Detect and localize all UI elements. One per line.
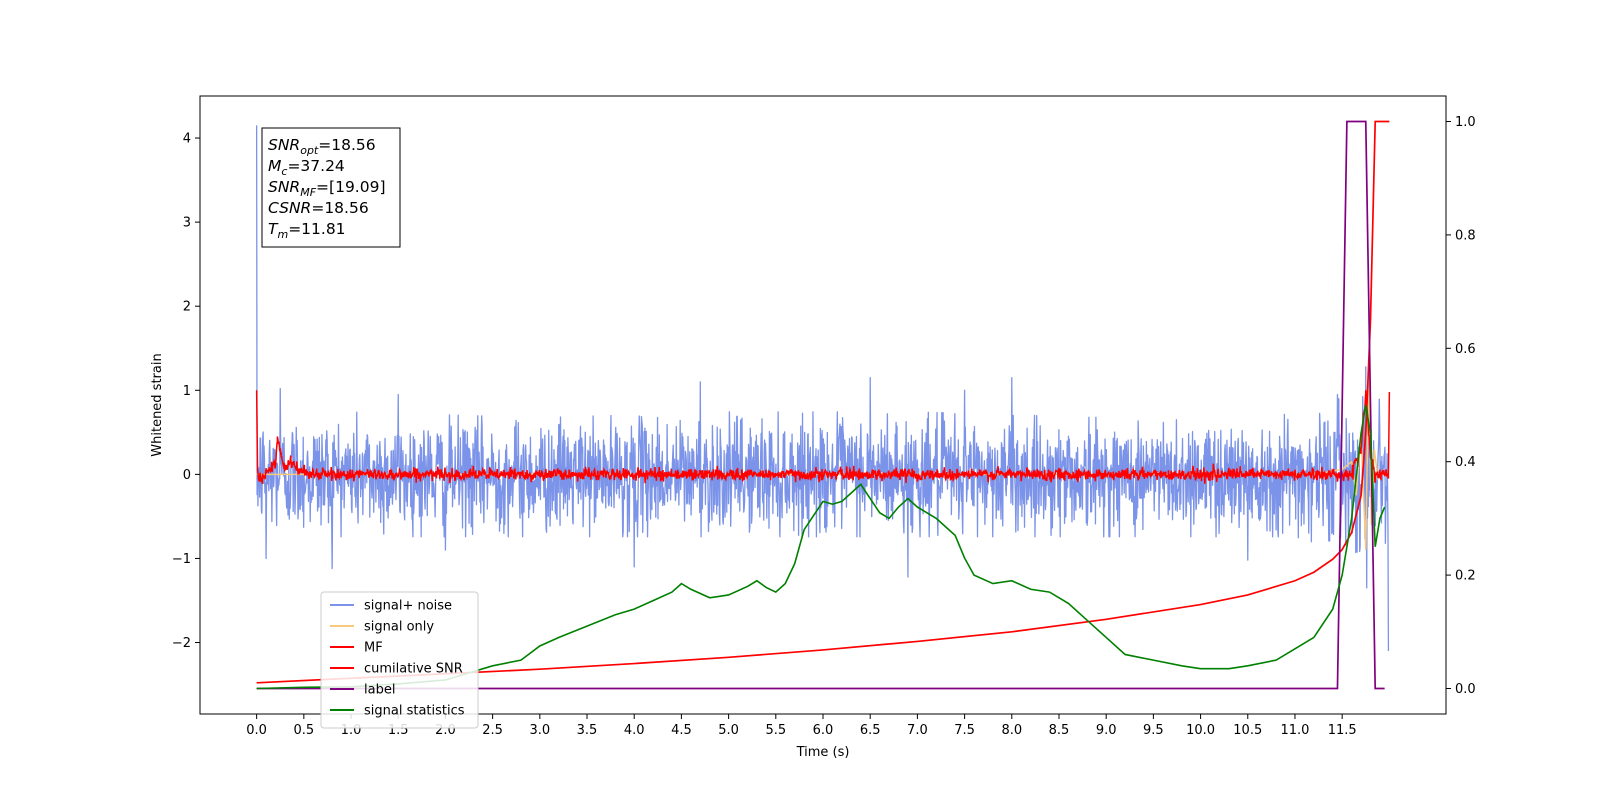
x-tick-label: 3.0 (529, 723, 550, 738)
stats-annotation-box (261, 127, 401, 248)
x-tick-label: 0.0 (246, 723, 267, 738)
stats-annotation-line: Tm=11.81 (268, 220, 346, 241)
y-right-tick-label: 0.2 (1455, 569, 1476, 584)
stats-annotation-line: CSNR=18.56 (268, 199, 369, 217)
series-label-line (256, 120, 1385, 690)
y-tick-label: 3 (183, 216, 191, 231)
legend-entry: cumilative SNR (364, 662, 463, 677)
x-tick-label: 7.0 (907, 723, 928, 738)
x-tick-label: 8.5 (1049, 723, 1070, 738)
stats-annotation-line: SNRopt=18.56 (268, 136, 376, 157)
stats-annotation-line: Mc=37.24 (268, 157, 345, 178)
x-tick-label: 4.5 (671, 723, 692, 738)
legend-box (320, 591, 479, 729)
y-axis-right: 0.0 0.2 0.4 0.6 0.8 1.0 (1446, 115, 1476, 697)
y-tick-label: 4 (183, 132, 191, 147)
legend-entry: signal statistics (364, 704, 465, 719)
series-signal-statistics-line (256, 404, 1386, 690)
x-tick-label: 9.0 (1096, 723, 1117, 738)
x-tick-label: 10.0 (1186, 723, 1215, 738)
x-tick-label: 2.5 (482, 723, 503, 738)
x-tick-label: 3.5 (577, 723, 598, 738)
x-tick-label: 9.5 (1143, 723, 1164, 738)
x-axis-label: Time (s) (796, 745, 850, 760)
x-tick-label: 7.5 (954, 723, 975, 738)
y-tick-label: −2 (172, 636, 191, 651)
x-tick-label: 11.0 (1280, 723, 1309, 738)
series-signal-noise-line (255, 125, 1390, 651)
x-tick-label: 11.5 (1328, 723, 1357, 738)
x-tick-label: 4.0 (624, 723, 645, 738)
x-tick-label: 8.0 (1001, 723, 1022, 738)
y-tick-label: 0 (183, 468, 191, 483)
x-tick-label: 5.0 (718, 723, 739, 738)
y-tick-label: −1 (172, 552, 191, 567)
y-right-tick-label: 0.6 (1455, 342, 1476, 357)
y-tick-label: 1 (183, 384, 191, 399)
y-right-tick-label: 0.4 (1455, 455, 1476, 470)
y-right-tick-label: 0.0 (1455, 682, 1476, 697)
x-tick-label: 6.5 (860, 723, 881, 738)
x-tick-label: 0.5 (293, 723, 314, 738)
y-right-tick-label: 0.8 (1455, 228, 1476, 243)
legend-entry: signal only (364, 620, 434, 635)
x-axis: 0.0 0.5 1.0 1.5 2.0 2.5 3.0 3.5 4.0 4.5 5.0 5.5 6.0 6… (246, 714, 1357, 738)
y-axis-left: −2 −1 0 1 2 3 4 (172, 132, 200, 651)
stats-annotation: SNRopt=18.56Mc=37.24SNRMF=[19.09]CSNR=18… (261, 127, 401, 248)
y-axis-label: Whitened strain (150, 353, 165, 456)
x-tick-label: 6.0 (813, 723, 834, 738)
y-tick-label: 2 (183, 300, 191, 315)
series-cumulative-snr-line (256, 120, 1390, 684)
x-tick-label: 5.5 (765, 723, 786, 738)
legend-entry: label (364, 683, 395, 698)
series-mf-line (255, 390, 1391, 484)
legend: signal+ noise signal only MF cumilative SNR… (320, 591, 479, 729)
series-layer (255, 120, 1391, 690)
stats-annotation-line: SNRMF=[19.09] (268, 178, 386, 199)
legend-entry: MF (364, 641, 383, 656)
y-right-tick-label: 1.0 (1455, 115, 1476, 130)
legend-entry: signal+ noise (364, 599, 452, 614)
x-tick-label: 10.5 (1233, 723, 1262, 738)
